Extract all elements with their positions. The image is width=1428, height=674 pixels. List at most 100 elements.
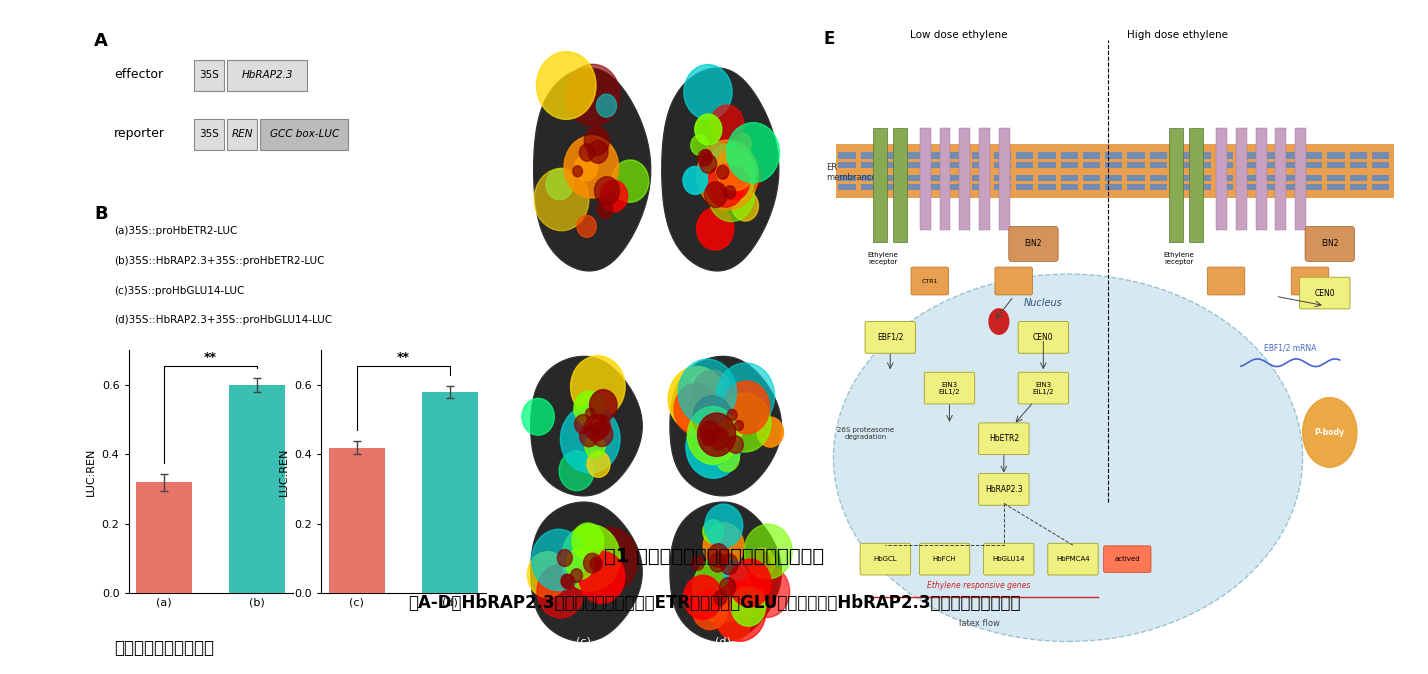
Circle shape bbox=[705, 504, 743, 547]
Circle shape bbox=[574, 155, 597, 181]
FancyBboxPatch shape bbox=[911, 267, 948, 295]
Text: (c)35S::proHbGLU14-LUC: (c)35S::proHbGLU14-LUC bbox=[114, 286, 244, 296]
Bar bbox=[873, 128, 887, 243]
Circle shape bbox=[691, 135, 708, 156]
Circle shape bbox=[577, 216, 597, 237]
Text: ER
membrance: ER membrance bbox=[825, 163, 877, 183]
FancyBboxPatch shape bbox=[227, 119, 257, 150]
Circle shape bbox=[1302, 398, 1357, 467]
Bar bbox=[1190, 128, 1202, 243]
Bar bbox=[950, 175, 967, 181]
Bar bbox=[1282, 184, 1299, 191]
Circle shape bbox=[580, 144, 594, 161]
Bar bbox=[883, 175, 900, 181]
Bar bbox=[230, 385, 286, 593]
FancyBboxPatch shape bbox=[227, 60, 307, 90]
Bar bbox=[1038, 152, 1055, 159]
Text: 26S proteasome
degradation: 26S proteasome degradation bbox=[837, 427, 894, 439]
Y-axis label: LUC:REN: LUC:REN bbox=[86, 448, 96, 496]
Bar bbox=[971, 175, 990, 181]
Bar bbox=[1255, 128, 1267, 230]
Circle shape bbox=[695, 114, 721, 145]
Bar bbox=[994, 162, 1011, 168]
FancyBboxPatch shape bbox=[860, 543, 911, 575]
Circle shape bbox=[584, 415, 608, 441]
Circle shape bbox=[724, 186, 735, 199]
Bar bbox=[1038, 184, 1055, 191]
Circle shape bbox=[697, 140, 758, 210]
Bar bbox=[136, 482, 191, 593]
Text: Ethylene responsive genes: Ethylene responsive genes bbox=[927, 581, 1031, 590]
Bar bbox=[905, 162, 922, 168]
Bar bbox=[1127, 184, 1145, 191]
Bar bbox=[1172, 152, 1190, 159]
Circle shape bbox=[580, 425, 598, 447]
Polygon shape bbox=[670, 502, 781, 642]
Text: High dose ethylene: High dose ethylene bbox=[1127, 30, 1228, 40]
Text: B: B bbox=[94, 205, 109, 223]
FancyBboxPatch shape bbox=[1305, 226, 1354, 262]
Bar bbox=[950, 184, 967, 191]
Bar bbox=[883, 184, 900, 191]
Bar bbox=[1349, 162, 1367, 168]
Circle shape bbox=[597, 94, 617, 117]
Circle shape bbox=[685, 416, 741, 479]
Circle shape bbox=[537, 564, 584, 618]
Bar bbox=[1349, 184, 1367, 191]
Text: Ethylene
receptor: Ethylene receptor bbox=[1164, 252, 1194, 265]
Circle shape bbox=[573, 166, 583, 177]
Bar bbox=[1082, 152, 1100, 159]
Circle shape bbox=[684, 65, 733, 119]
Bar bbox=[1349, 152, 1367, 159]
Text: reporter: reporter bbox=[114, 127, 166, 140]
Text: D: D bbox=[523, 357, 536, 371]
Bar bbox=[905, 175, 922, 181]
Circle shape bbox=[678, 359, 737, 425]
FancyBboxPatch shape bbox=[1207, 267, 1245, 295]
Circle shape bbox=[720, 578, 735, 596]
Text: EIN2: EIN2 bbox=[1025, 239, 1042, 248]
Bar bbox=[1217, 128, 1227, 230]
Bar bbox=[1238, 175, 1255, 181]
Bar bbox=[835, 144, 1394, 164]
Bar bbox=[1150, 184, 1167, 191]
Bar bbox=[994, 184, 1011, 191]
Text: EBF1/2 mRNA: EBF1/2 mRNA bbox=[1264, 343, 1317, 352]
Circle shape bbox=[717, 363, 774, 429]
Bar bbox=[1127, 162, 1145, 168]
Circle shape bbox=[704, 182, 727, 208]
Circle shape bbox=[744, 565, 790, 617]
Circle shape bbox=[674, 384, 720, 435]
Bar bbox=[1194, 152, 1211, 159]
FancyBboxPatch shape bbox=[920, 543, 970, 575]
FancyBboxPatch shape bbox=[978, 423, 1030, 455]
Circle shape bbox=[597, 201, 613, 218]
Circle shape bbox=[574, 415, 591, 434]
Text: EBF1/2: EBF1/2 bbox=[877, 333, 904, 342]
Text: C: C bbox=[523, 40, 534, 55]
Bar bbox=[994, 175, 1011, 181]
Bar bbox=[1305, 162, 1322, 168]
Circle shape bbox=[720, 168, 741, 193]
Bar bbox=[1217, 184, 1234, 191]
Bar bbox=[838, 162, 855, 168]
Circle shape bbox=[701, 430, 715, 446]
Bar bbox=[1172, 175, 1190, 181]
Text: (a)35S::proHbETR2-LUC: (a)35S::proHbETR2-LUC bbox=[114, 226, 237, 237]
Text: Low dose ethylene: Low dose ethylene bbox=[910, 30, 1008, 40]
Bar bbox=[1127, 175, 1145, 181]
Circle shape bbox=[591, 422, 613, 446]
Circle shape bbox=[757, 417, 784, 447]
Text: (b): (b) bbox=[710, 311, 725, 320]
Circle shape bbox=[565, 548, 594, 580]
Bar bbox=[1217, 152, 1234, 159]
Bar bbox=[1282, 152, 1299, 159]
Circle shape bbox=[560, 451, 594, 491]
Text: (a): (a) bbox=[581, 311, 597, 320]
Text: Ethylene
receptor: Ethylene receptor bbox=[867, 252, 898, 265]
Bar bbox=[1061, 162, 1078, 168]
Circle shape bbox=[704, 181, 727, 206]
Circle shape bbox=[723, 560, 745, 585]
Bar bbox=[1038, 175, 1055, 181]
FancyBboxPatch shape bbox=[924, 372, 975, 404]
